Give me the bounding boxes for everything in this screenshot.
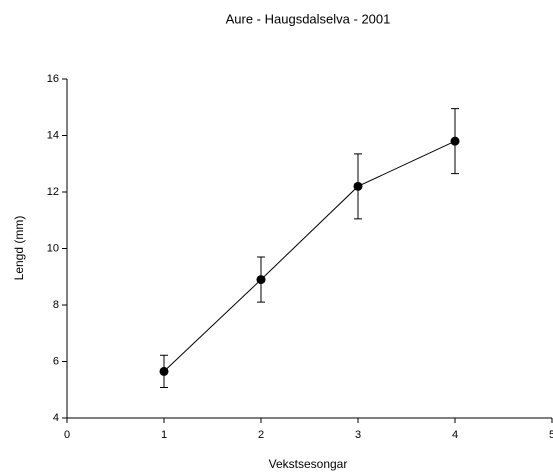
x-tick-label: 3 — [355, 429, 361, 441]
data-point — [256, 275, 266, 285]
y-tick-label: 12 — [47, 186, 59, 198]
x-tick-label: 0 — [64, 429, 70, 441]
y-tick-label: 16 — [47, 73, 59, 85]
y-tick-label: 14 — [47, 129, 59, 141]
chart-title: Aure - Haugsdalselva - 2001 — [226, 11, 391, 26]
y-tick-label: 4 — [53, 412, 59, 424]
x-tick-label: 4 — [452, 429, 458, 441]
data-point — [353, 181, 363, 191]
x-tick-label: 5 — [549, 429, 553, 441]
data-line — [163, 140, 456, 372]
data-point — [159, 366, 169, 376]
x-axis-title: Vekstsesongar — [269, 457, 348, 471]
x-tick-label: 1 — [161, 429, 167, 441]
y-tick-label: 6 — [53, 355, 59, 367]
data-point — [450, 136, 460, 146]
y-tick-label: 10 — [47, 242, 59, 254]
x-tick-label: 2 — [258, 429, 264, 441]
y-axis-title: Lengd (mm) — [12, 216, 26, 281]
y-tick-label: 8 — [53, 299, 59, 311]
